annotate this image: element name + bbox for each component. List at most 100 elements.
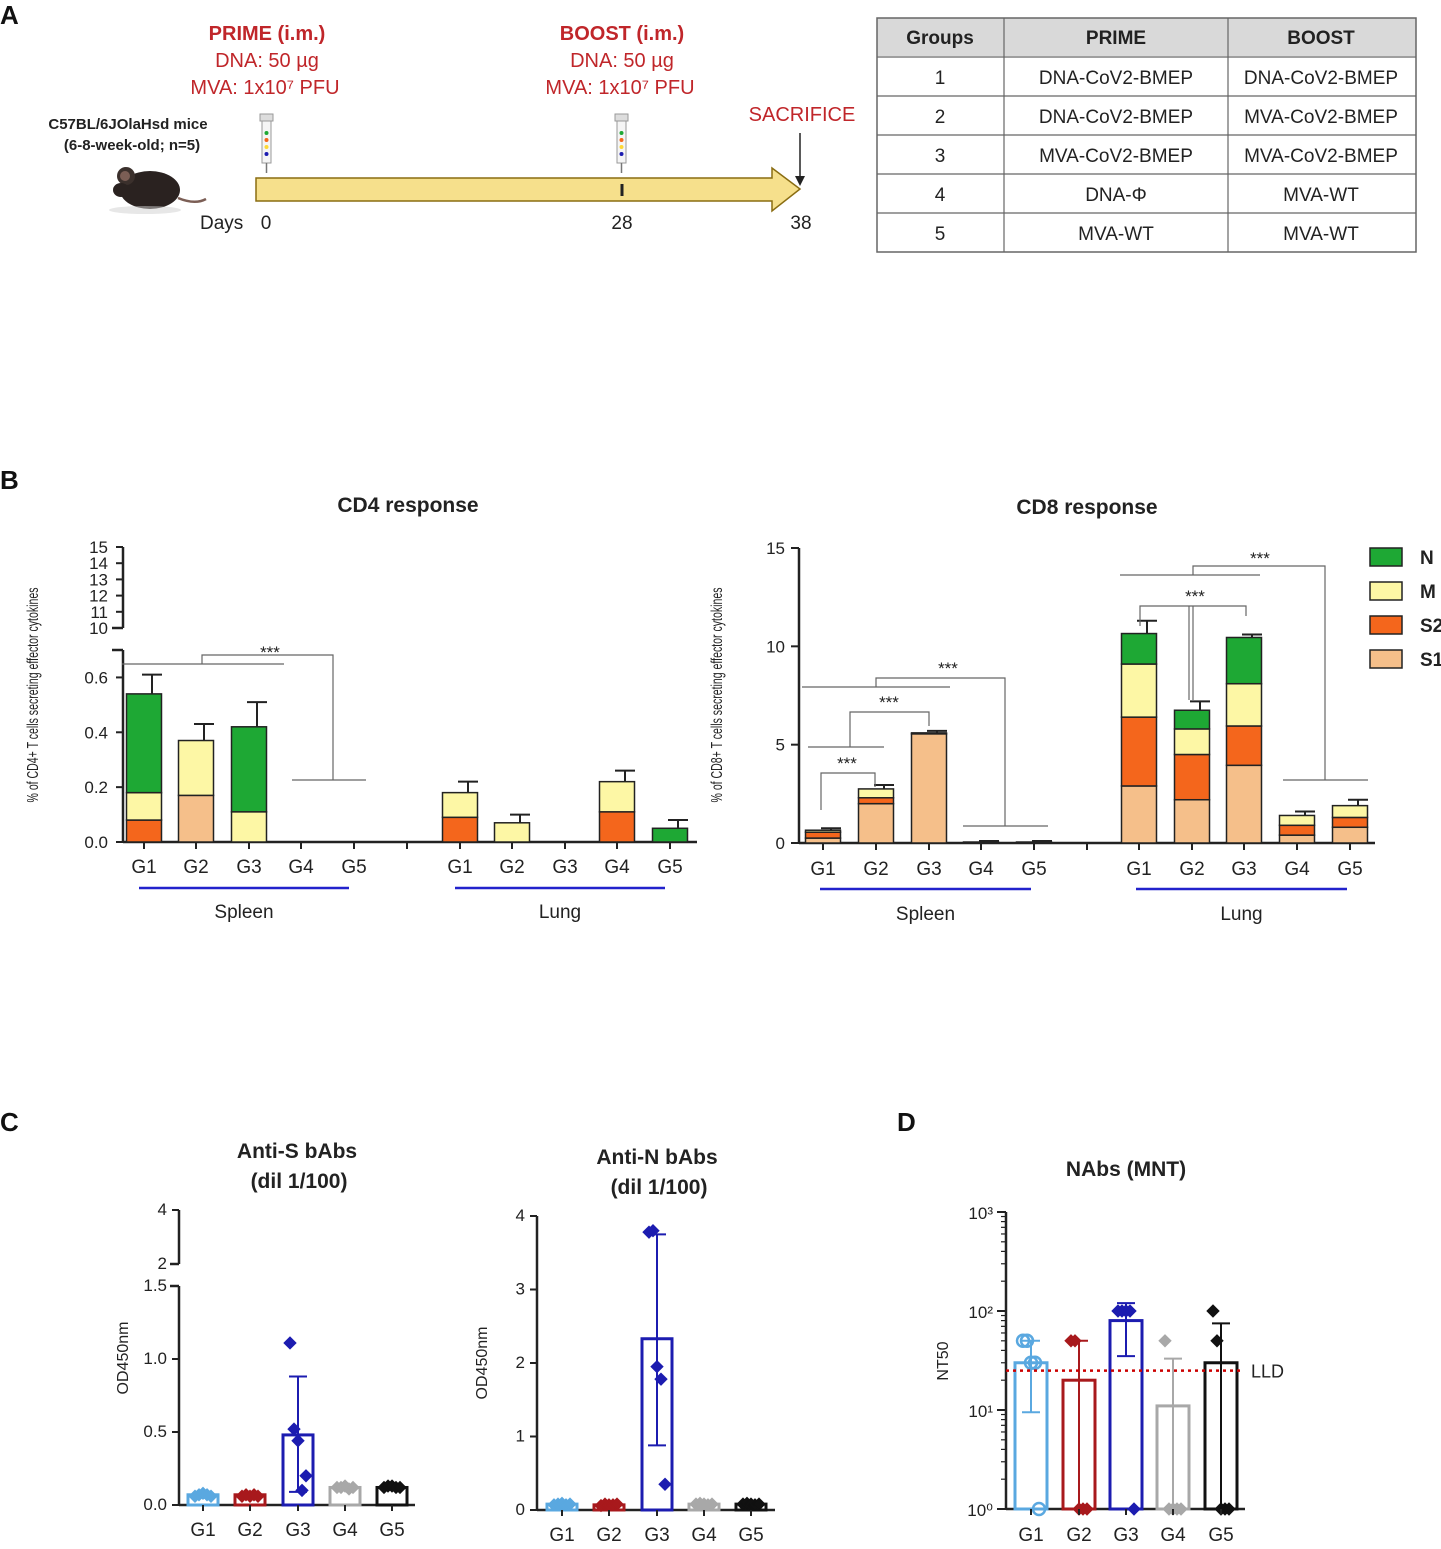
table-cell-prime: DNA-CoV2-BMEP — [1039, 107, 1193, 128]
panel-b: B CD4 response % of CD4+ T cells secreti… — [0, 465, 1441, 925]
bar-m — [1331, 804, 1369, 819]
y-tick-label: 1.0 — [143, 1349, 167, 1368]
x-tick-label: G4 — [1160, 1525, 1186, 1546]
x-tick-label: G1 — [447, 857, 472, 878]
boost-mva-dose: MVA: 1x10⁷ PFU — [545, 77, 694, 99]
chart-title-line1: Anti-S bAbs — [237, 1140, 357, 1163]
legend-swatch-s2 — [1369, 615, 1403, 635]
table-header-prime: PRIME — [1086, 28, 1146, 49]
prime-title: PRIME (i.m.) — [209, 23, 326, 45]
panel-letter-c: C — [0, 1107, 19, 1137]
y-tick-label: 10 — [766, 637, 785, 656]
day-0: 0 — [261, 213, 272, 234]
bar-n — [1225, 636, 1263, 685]
bar-s1 — [1173, 798, 1211, 844]
legend-label-s1: S1 — [1420, 650, 1441, 671]
significance-stars: *** — [1250, 549, 1270, 568]
bar-s1 — [857, 802, 895, 844]
bar-n — [651, 827, 689, 843]
bar-m — [857, 788, 895, 799]
bar-s1 — [910, 733, 948, 844]
bar-m — [598, 780, 636, 813]
x-tick-label: G4 — [288, 857, 314, 878]
data-point — [1080, 1502, 1094, 1516]
panel-letter-d: D — [897, 1107, 916, 1137]
bar-s1 — [177, 794, 215, 843]
y-tick-label: 4 — [158, 1200, 167, 1219]
data-point — [658, 1477, 672, 1491]
data-point — [1068, 1334, 1082, 1348]
bar-s1 — [1015, 841, 1053, 844]
tissue-label: Spleen — [214, 902, 273, 923]
data-point — [654, 1372, 668, 1386]
y-tick-label: 2 — [158, 1254, 167, 1273]
legend-label-n: N — [1420, 548, 1434, 569]
x-tick-label: G4 — [1284, 859, 1310, 880]
y-tick-label: 1.5 — [143, 1276, 167, 1295]
y-tick-label: 0 — [776, 834, 785, 853]
x-tick-label: G5 — [341, 857, 366, 878]
significance-stars: *** — [1185, 587, 1205, 606]
panel-a: A PRIME (i.m.) DNA: 50 µg MVA: 1x10⁷ PFU… — [0, 0, 1417, 253]
bar-s2 — [598, 811, 636, 843]
x-tick-label: G1 — [549, 1525, 574, 1546]
x-tick-label: G3 — [552, 857, 577, 878]
significance-stars: *** — [879, 693, 899, 712]
data-point — [610, 1497, 624, 1511]
x-tick-label: G2 — [596, 1525, 621, 1546]
syringe-icon — [614, 113, 629, 173]
bar-s2 — [1120, 716, 1158, 787]
data-point — [1019, 1333, 1035, 1349]
data-point — [1174, 1502, 1188, 1516]
data-point — [705, 1497, 719, 1511]
x-tick-label: G3 — [236, 857, 261, 878]
table-cell-boost: MVA-CoV2-BMEP — [1244, 146, 1398, 167]
y-tick-label: 0.2 — [84, 778, 108, 797]
table-cell-boost: MVA-WT — [1283, 224, 1359, 245]
panel-d: D NAbs (MNT) NT50 10⁰ 10¹ 10² 10³ G1 G2 G3 G4 G5… — [897, 1107, 1284, 1546]
bar-s2 — [441, 816, 479, 843]
tissue-label: Spleen — [896, 904, 955, 925]
x-tick-label: G4 — [968, 859, 994, 880]
table-cell-prime: DNA-Φ — [1085, 185, 1147, 206]
sacrifice-label: SACRIFICE — [749, 104, 856, 126]
x-tick-label: G1 — [810, 859, 835, 880]
bar-n — [1120, 632, 1158, 665]
x-tick-label: G3 — [1113, 1525, 1138, 1546]
bar-m — [1173, 728, 1211, 756]
table-cell-prime: MVA-WT — [1078, 224, 1154, 245]
bar-m — [230, 811, 268, 843]
y-tick-label: 10¹ — [968, 1402, 993, 1421]
y-tick-label: 10² — [968, 1303, 993, 1322]
bar-s2 — [804, 831, 842, 839]
table-cell-group: 3 — [935, 146, 946, 167]
table-header-bg — [877, 18, 1416, 56]
significance-bracket — [201, 654, 334, 780]
chart-title: NAbs (MNT) — [1066, 1158, 1186, 1181]
data-point — [1123, 1304, 1137, 1318]
y-tick-label: 11 — [90, 603, 108, 622]
x-tick-label: G5 — [1208, 1525, 1233, 1546]
panel-c: C Anti-S bAbs (dil 1/100) OD450nm 0.0 0.5… — [0, 1107, 775, 1546]
table-cell-boost: DNA-CoV2-BMEP — [1244, 68, 1398, 89]
bar-m — [804, 829, 842, 833]
y-tick-label: 13 — [89, 570, 108, 589]
x-tick-label: G1 — [1018, 1525, 1043, 1546]
data-point — [1210, 1334, 1224, 1348]
mice-strain: C57BL/6JOlaHsd mice — [48, 116, 207, 133]
y-tick-label: 5 — [776, 736, 785, 755]
y-tick-label: 0.4 — [84, 723, 108, 742]
data-point — [646, 1223, 660, 1238]
timeline-arrow — [255, 166, 802, 213]
y-axis-label: OD450nm — [474, 1327, 491, 1400]
y-tick-label: 2 — [516, 1353, 525, 1372]
table-cell-group: 5 — [935, 224, 946, 245]
table-cell-prime: DNA-CoV2-BMEP — [1039, 68, 1193, 89]
significance-bracket — [1192, 565, 1326, 780]
chart-title: CD4 response — [337, 494, 478, 517]
bar-s1 — [1225, 764, 1263, 844]
boost-dna-dose: DNA: 50 µg — [570, 50, 674, 72]
y-tick-label: 0.6 — [84, 668, 108, 687]
data-point — [1222, 1502, 1236, 1516]
